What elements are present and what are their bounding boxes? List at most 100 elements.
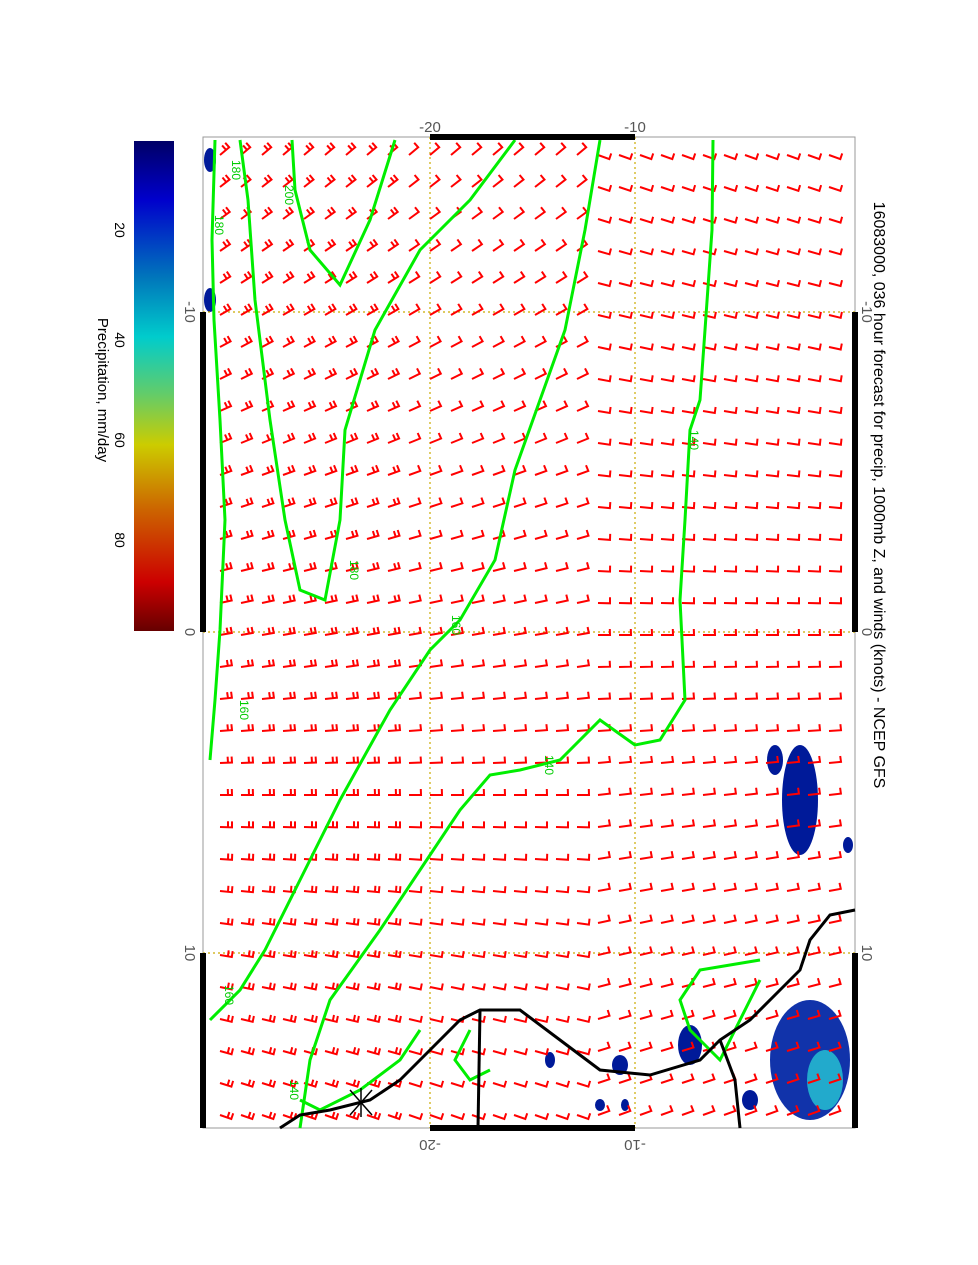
colorbar-label: Precipitation, mm/day — [94, 318, 111, 463]
wind-barb — [618, 660, 633, 668]
wind-barb — [366, 271, 379, 284]
wind-barb — [261, 982, 276, 991]
wind-barb — [807, 1105, 821, 1116]
wind-barb — [387, 594, 401, 604]
wind-barb — [786, 977, 800, 988]
wind-barb — [429, 529, 443, 540]
wind-barb — [513, 303, 526, 316]
wind-barb — [807, 533, 822, 541]
wind-barb — [597, 470, 612, 478]
wind-barb — [618, 406, 633, 415]
wind-barb — [345, 271, 358, 284]
wind-barb — [576, 562, 590, 572]
wind-barb — [786, 851, 800, 860]
wind-barb — [618, 279, 633, 288]
wind-barb — [555, 1048, 570, 1056]
wind-barb — [618, 882, 632, 892]
wind-barb — [282, 303, 295, 316]
wind-barb — [681, 851, 695, 860]
wind-barb — [723, 660, 738, 668]
wind-barb — [702, 1073, 716, 1084]
wind-barb — [429, 174, 441, 188]
wind-barb — [534, 206, 547, 220]
wind-barb — [324, 1079, 340, 1088]
wind-barb — [555, 691, 570, 700]
wind-barb — [639, 692, 654, 700]
wind-barb — [261, 335, 274, 348]
wind-barb — [324, 238, 337, 252]
wind-barb — [408, 174, 420, 188]
wind-barb — [723, 914, 737, 924]
wind-barb — [345, 497, 359, 508]
wind-barb — [303, 659, 318, 668]
wind-barb — [681, 755, 696, 764]
wind-barb — [303, 335, 316, 348]
wind-barb — [429, 821, 443, 829]
wind-barb — [219, 271, 232, 284]
wind-barb — [534, 529, 548, 540]
wind-barb — [723, 406, 738, 415]
wind-barb — [324, 174, 336, 188]
wind-barb — [828, 914, 842, 924]
wind-barb — [492, 142, 504, 156]
wind-barb — [261, 917, 276, 926]
wind-barb — [303, 724, 318, 732]
wind-barb — [534, 464, 548, 476]
lon-tick-left: 0 — [181, 628, 198, 636]
wind-barb — [555, 142, 567, 156]
wind-barb — [282, 1047, 297, 1056]
wind-barb — [597, 1041, 611, 1052]
wind-barb — [408, 464, 422, 476]
wind-barb — [534, 886, 549, 894]
wind-barb — [681, 819, 696, 828]
wind-barb — [240, 756, 255, 764]
wind-barb — [723, 184, 739, 193]
wind-barb — [345, 756, 360, 764]
wind-barb — [324, 885, 339, 894]
wind-barb — [765, 406, 780, 415]
wind-barb — [283, 788, 297, 796]
wind-barb — [219, 400, 233, 412]
wind-barb — [261, 562, 275, 572]
wind-barb — [828, 375, 843, 383]
wind-barb — [744, 216, 760, 224]
wind-barb — [471, 303, 484, 316]
wind-barb — [639, 755, 654, 764]
wind-barb — [702, 946, 716, 956]
wind-barb — [240, 659, 255, 668]
wind-barb — [765, 851, 779, 860]
wind-barb — [534, 400, 548, 412]
wind-barb — [660, 1041, 674, 1052]
wind-barb — [702, 153, 718, 161]
wind-barb — [681, 184, 697, 193]
wind-barb — [219, 950, 234, 959]
wind-barb — [240, 594, 254, 604]
wind-barb — [597, 1105, 611, 1116]
wind-barb — [534, 174, 546, 188]
wind-barb — [366, 950, 381, 959]
wind-barb — [492, 821, 506, 829]
wind-barb — [240, 1047, 255, 1056]
wind-barb — [576, 691, 591, 700]
wind-barb — [492, 724, 507, 732]
wind-barb — [262, 788, 276, 796]
wind-barb — [450, 303, 463, 316]
wind-barb — [492, 271, 505, 284]
wind-barb — [723, 216, 739, 224]
wind-barb — [534, 1112, 550, 1121]
wind-barb — [387, 562, 401, 572]
wind-barb — [429, 1112, 445, 1121]
wind-barb — [807, 438, 822, 446]
wind-barb — [345, 562, 359, 572]
wind-barb — [324, 335, 337, 348]
wind-barb — [576, 886, 591, 894]
wind-barb — [408, 142, 420, 156]
wind-barb — [660, 914, 674, 924]
wind-barb — [513, 206, 526, 220]
wind-barb — [303, 271, 316, 284]
wind-barb — [261, 206, 274, 220]
wind-barb — [702, 851, 716, 860]
wind-barb — [555, 562, 569, 572]
wind-barb — [828, 1009, 842, 1020]
